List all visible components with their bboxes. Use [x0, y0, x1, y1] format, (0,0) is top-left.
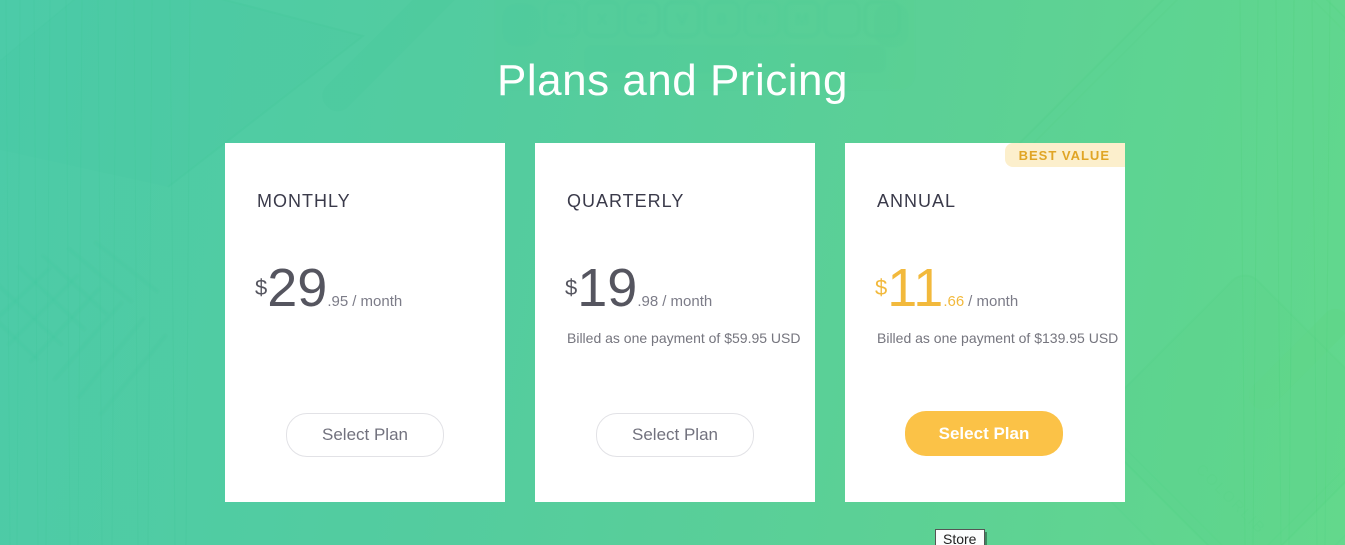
svg-text:M: M [796, 11, 809, 28]
svg-text:C: C [637, 11, 648, 28]
svg-text:B: B [717, 11, 727, 28]
svg-text:V: V [677, 11, 687, 28]
svg-text:COLORLIB: COLORLIB [1192, 461, 1269, 538]
svg-text:X: X [597, 11, 607, 28]
svg-text:N: N [757, 11, 768, 28]
svg-text:Z: Z [557, 11, 566, 28]
